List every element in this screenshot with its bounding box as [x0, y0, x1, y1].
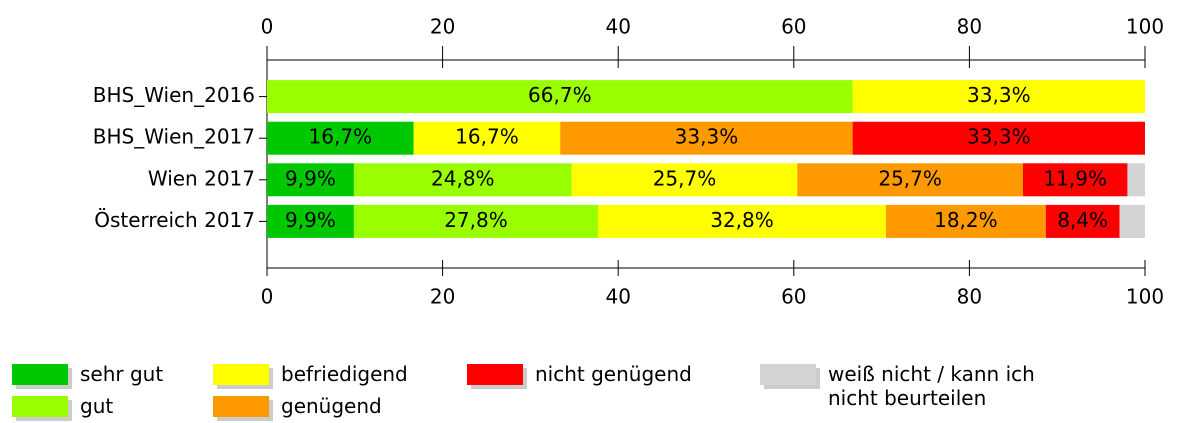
x-tick-label: 60 — [781, 285, 806, 309]
x-tick-label: 0 — [261, 15, 274, 39]
legend-label: weiß nicht / kann ich nicht beurteilen — [828, 362, 1035, 410]
bar-segment — [1022, 163, 1128, 197]
y-tick-label: Wien 2017 — [148, 166, 255, 190]
x-tick-label: 100 — [1126, 285, 1164, 309]
bar-segment — [560, 121, 853, 155]
legend-item: sehr gut — [12, 362, 163, 386]
x-tick-label: 100 — [1126, 15, 1164, 39]
y-tick-label: Österreich 2017 — [94, 208, 255, 232]
legend-swatch — [213, 364, 269, 385]
data-label: 9,9% — [285, 166, 336, 190]
data-label: 33,3% — [967, 125, 1031, 149]
legend-swatch — [12, 364, 68, 385]
data-label: 25,7% — [878, 166, 942, 190]
legend-swatch — [213, 396, 269, 417]
bar-segment — [852, 80, 1145, 114]
bar-segment — [267, 121, 414, 155]
x-tick-label: 0 — [261, 285, 274, 309]
legend-label: genügend — [281, 394, 382, 418]
x-tick-label: 80 — [957, 285, 982, 309]
legend-swatch — [12, 396, 68, 417]
bar-segment — [1127, 163, 1145, 197]
legend-label: sehr gut — [80, 362, 164, 386]
data-label: 8,4% — [1057, 208, 1108, 232]
data-label: 33,3% — [675, 125, 739, 149]
y-tick-label: BHS_Wien_2017 — [93, 125, 255, 149]
x-tick-label: 40 — [605, 15, 630, 39]
bar-segment — [852, 121, 1145, 155]
data-label: 25,7% — [653, 166, 717, 190]
chart: 0 0 20 20 40 40 60 60 80 80 100 100 BHS_Wien_2016 66,… — [93, 15, 1164, 309]
data-label: 32,8% — [710, 208, 774, 232]
data-label: 33,3% — [967, 83, 1031, 107]
data-label: 16,7% — [455, 125, 519, 149]
data-label: 27,8% — [444, 208, 508, 232]
x-tick-label: 20 — [430, 285, 455, 309]
x-tick-label: 60 — [781, 15, 806, 39]
data-label: 9,9% — [285, 208, 336, 232]
bar-segment — [1045, 204, 1120, 238]
legend-swatch — [760, 364, 816, 385]
legend-item: gut — [12, 394, 113, 418]
legend-swatch — [467, 364, 523, 385]
y-tick-label: BHS_Wien_2016 — [93, 83, 255, 107]
bar-segment — [885, 204, 1046, 238]
legend-label: nicht genügend — [535, 362, 692, 386]
bar-segment — [267, 80, 853, 114]
bar-segment — [1119, 204, 1145, 238]
bar-segment — [353, 204, 599, 238]
bar-segment — [267, 163, 354, 197]
legend-label: gut — [80, 394, 114, 418]
x-tick-label: 80 — [957, 15, 982, 39]
legend-item: befriedigend — [213, 362, 408, 386]
data-label: 11,9% — [1043, 166, 1107, 190]
bar-segment — [598, 204, 886, 238]
x-tick-label: 20 — [430, 15, 455, 39]
bar-segment — [797, 163, 1023, 197]
legend-item: genügend — [213, 394, 382, 418]
x-tick-label: 40 — [605, 285, 630, 309]
bar-segment — [353, 163, 572, 197]
bar-segment — [413, 121, 561, 155]
data-label: 24,8% — [431, 166, 495, 190]
bar-segment — [571, 163, 798, 197]
legend-item: nicht genügend — [467, 362, 692, 386]
data-label: 16,7% — [309, 125, 373, 149]
data-label: 18,2% — [934, 208, 998, 232]
legend-label: befriedigend — [281, 362, 408, 386]
data-label: 66,7% — [528, 83, 592, 107]
bar-segment — [267, 204, 354, 238]
legend-item: weiß nicht / kann ich nicht beurteilen — [760, 362, 1090, 410]
